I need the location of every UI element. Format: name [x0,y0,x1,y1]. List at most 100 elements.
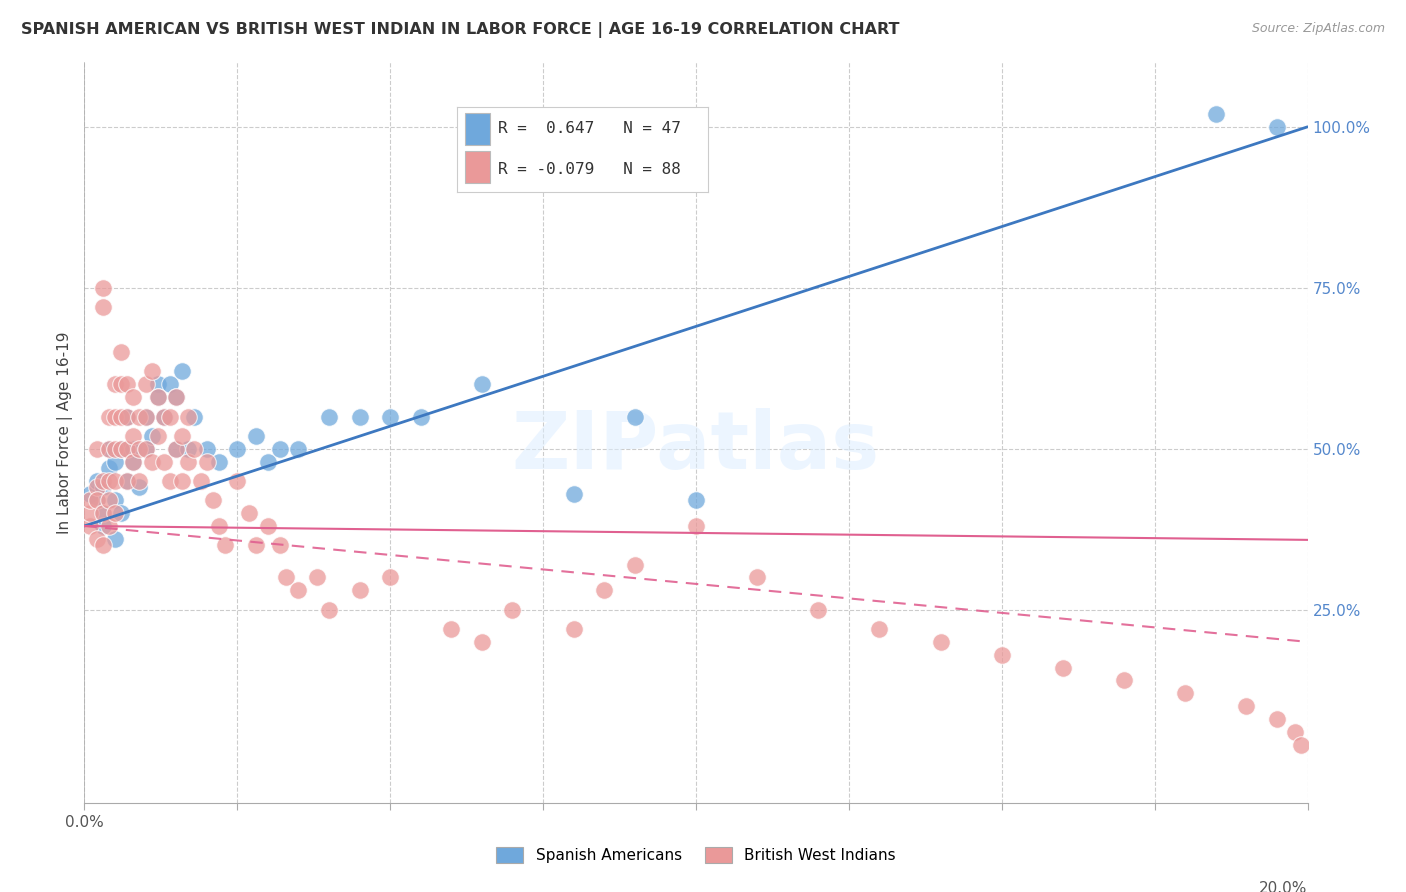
Point [562,487,585,501]
Point [86,532,108,546]
Point [110,506,132,520]
Point [276,570,298,584]
Point [110,409,132,424]
Point [115,442,138,456]
Point [104,506,127,520]
Point [86,480,108,494]
Text: SPANISH AMERICAN VS BRITISH WEST INDIAN IN LABOR FORCE | AGE 16-19 CORRELATION C: SPANISH AMERICAN VS BRITISH WEST INDIAN … [21,22,900,38]
Point [110,442,132,456]
Point [135,442,157,456]
Point [245,429,267,443]
Point [115,474,138,488]
Point [91,506,114,520]
Point [159,474,181,488]
Text: 20.0%: 20.0% [1260,880,1308,892]
Point [165,390,187,404]
Point [471,377,494,392]
Point [226,442,249,456]
Point [562,622,585,636]
Point [183,442,205,456]
Point [172,364,194,378]
Point [135,409,157,424]
Text: Source: ZipAtlas.com: Source: ZipAtlas.com [1251,22,1385,36]
Point [104,377,127,392]
Point [1205,107,1227,121]
Point [159,409,181,424]
Point [122,429,145,443]
Point [146,377,169,392]
Text: ZIPatlas: ZIPatlas [512,409,880,486]
Point [97,442,120,456]
Point [97,409,120,424]
Point [79,493,101,508]
Point [91,506,114,520]
Point [91,474,114,488]
Point [318,409,340,424]
Point [471,635,494,649]
Y-axis label: In Labor Force | Age 16-19: In Labor Force | Age 16-19 [58,331,73,534]
Point [97,474,120,488]
Point [110,345,132,359]
Point [79,519,101,533]
Point [349,409,371,424]
Point [110,442,132,456]
Point [269,442,291,456]
Point [141,364,163,378]
Point [146,429,169,443]
Point [214,538,236,552]
Point [91,538,114,552]
Point [208,454,231,468]
Point [409,409,432,424]
Point [257,454,280,468]
Point [440,622,463,636]
Point [86,493,108,508]
Point [177,409,200,424]
Point [624,558,647,572]
Point [165,390,187,404]
Point [305,570,328,584]
Point [135,409,157,424]
Point [238,506,260,520]
Point [159,377,181,392]
Point [1291,738,1313,752]
Point [172,429,194,443]
Point [195,442,218,456]
Point [349,583,371,598]
Point [1114,673,1136,688]
Point [380,409,402,424]
Point [91,281,114,295]
Point [104,409,127,424]
Point [79,506,101,520]
Point [97,519,120,533]
Point [685,493,707,508]
Point [929,635,952,649]
Point [104,454,127,468]
Point [135,377,157,392]
Point [104,442,127,456]
Point [172,474,194,488]
Point [153,409,176,424]
Point [177,454,200,468]
Point [110,377,132,392]
Point [380,570,402,584]
Point [135,442,157,456]
Point [190,474,212,488]
Point [128,480,150,494]
Point [97,442,120,456]
Point [318,602,340,616]
Point [991,648,1014,662]
Point [624,409,647,424]
Point [1284,725,1306,739]
Point [146,390,169,404]
Point [91,480,114,494]
Point [153,409,176,424]
Point [115,409,138,424]
Point [128,442,150,456]
Point [115,409,138,424]
Point [257,519,280,533]
Point [165,442,187,456]
Point [97,461,120,475]
Point [1265,120,1288,134]
Point [1174,686,1197,700]
Point [502,602,524,616]
